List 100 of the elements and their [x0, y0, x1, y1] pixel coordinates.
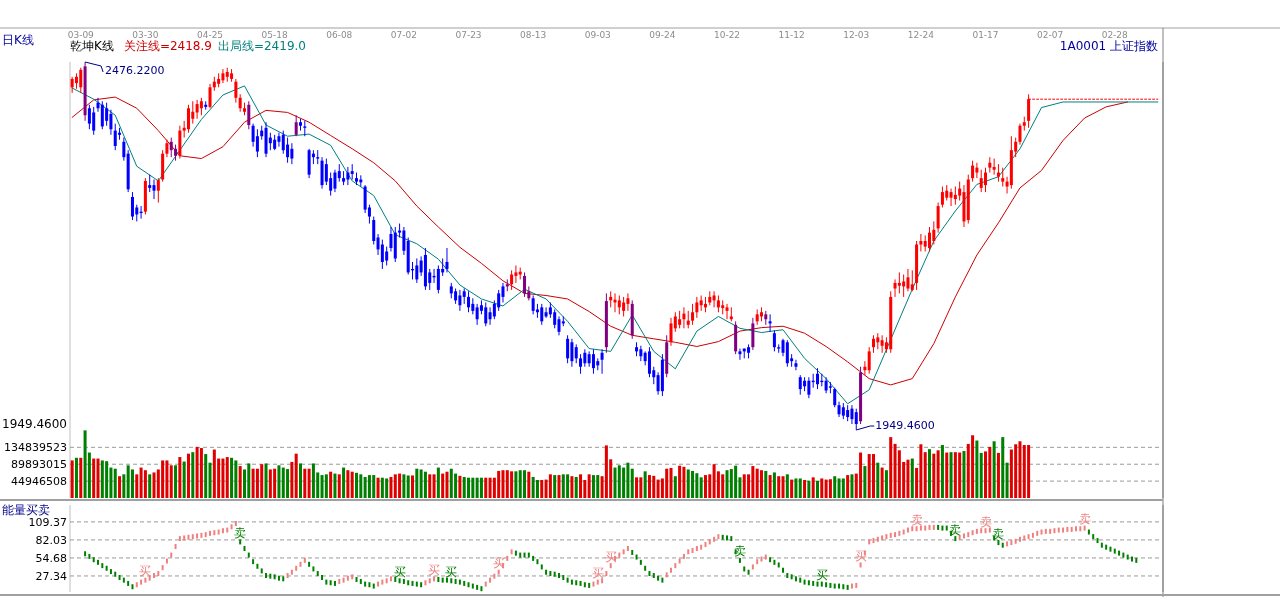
- candlestick: [613, 292, 617, 313]
- bar: [639, 477, 643, 498]
- data-label: 卖: [910, 512, 923, 527]
- data-label: 买: [139, 564, 152, 579]
- candlestick: [992, 158, 996, 176]
- bar: [906, 459, 910, 498]
- bar: [441, 473, 445, 498]
- bar: [936, 450, 940, 498]
- bar: [152, 472, 156, 498]
- bar: [221, 458, 225, 498]
- bar: [729, 469, 733, 498]
- candlestick: [169, 137, 173, 158]
- y-tick-label: 54.68: [35, 551, 67, 565]
- bar: [613, 467, 617, 498]
- candlestick: [893, 278, 897, 298]
- chart-title: 乾坤K线: [70, 39, 114, 53]
- bar: [324, 474, 328, 498]
- candlestick: [402, 226, 406, 256]
- bar: [630, 468, 634, 498]
- candlestick: [109, 109, 113, 136]
- bar: [596, 475, 600, 498]
- bar: [122, 474, 126, 498]
- bar: [277, 465, 281, 498]
- x-tick-label: 07-02: [390, 30, 417, 40]
- bar: [962, 451, 966, 498]
- bar: [863, 466, 867, 498]
- annotation: 1949.4600: [875, 419, 935, 432]
- bar: [833, 476, 837, 498]
- bar: [984, 451, 988, 498]
- y-tick-label: 134839523: [4, 441, 67, 455]
- bar: [1018, 441, 1022, 498]
- candlestick: [897, 271, 901, 294]
- bar: [462, 476, 466, 498]
- data-label: 买: [428, 562, 441, 577]
- bar: [665, 468, 669, 498]
- candlestick: [971, 160, 975, 183]
- bar: [238, 466, 242, 498]
- candlestick: [975, 162, 979, 179]
- candlestick: [574, 343, 578, 364]
- bar: [932, 453, 936, 498]
- candlestick: [380, 239, 384, 270]
- bar: [126, 465, 130, 498]
- bar: [467, 477, 471, 498]
- candlestick: [617, 294, 621, 315]
- candlestick: [281, 130, 285, 155]
- bar: [531, 476, 535, 498]
- bar: [893, 443, 897, 498]
- bar: [889, 437, 893, 498]
- bar: [579, 474, 583, 498]
- bar: [436, 467, 440, 498]
- bar: [686, 469, 690, 498]
- bar: [988, 446, 992, 498]
- bar: [74, 457, 78, 498]
- x-tick-label: 08-13: [520, 30, 547, 40]
- bar: [329, 471, 333, 498]
- candlestick: [570, 338, 574, 368]
- bar: [182, 461, 186, 498]
- x-tick-label: 09-03: [584, 30, 611, 40]
- bar: [548, 474, 552, 498]
- bar: [247, 463, 251, 498]
- bar: [721, 474, 725, 498]
- bar: [604, 445, 608, 498]
- candlestick: [488, 306, 492, 326]
- bar: [725, 470, 729, 498]
- candlestick: [510, 269, 514, 291]
- x-tick-label: 12-03: [843, 30, 870, 40]
- candlestick: [880, 334, 884, 354]
- bar: [105, 461, 109, 498]
- candlestick: [484, 301, 488, 327]
- bar: [708, 474, 712, 498]
- bar: [337, 474, 341, 498]
- bar: [432, 474, 436, 498]
- x-tick-label: 03-30: [132, 30, 159, 40]
- bar: [411, 475, 415, 498]
- candlestick: [130, 191, 134, 221]
- bar: [130, 469, 134, 498]
- bar: [298, 463, 302, 498]
- bar: [135, 474, 139, 498]
- bar: [553, 475, 557, 498]
- bar: [255, 468, 259, 498]
- bar: [871, 454, 876, 498]
- candlestick: [798, 374, 802, 396]
- candlestick: [290, 142, 294, 165]
- bar: [251, 468, 255, 498]
- bar: [402, 474, 406, 498]
- candlestick: [725, 303, 729, 320]
- candlestick: [87, 104, 91, 130]
- candlestick: [436, 264, 440, 294]
- bar: [286, 469, 290, 498]
- candlestick: [833, 387, 837, 408]
- bar: [165, 460, 169, 498]
- bar: [514, 471, 518, 498]
- bar: [367, 475, 371, 498]
- bar: [212, 449, 216, 498]
- candlestick: [79, 67, 83, 94]
- bar: [535, 479, 539, 498]
- text: 1A0001 上证指数: [1059, 39, 1158, 53]
- candlestick: [815, 367, 819, 390]
- candlestick: [294, 114, 298, 137]
- chart-title: 能量买卖: [2, 503, 50, 517]
